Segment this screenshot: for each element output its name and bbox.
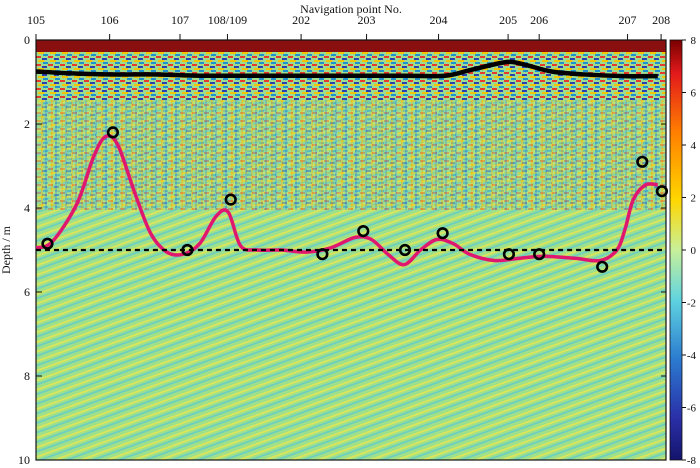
- nav-tick-label: 107: [171, 13, 189, 27]
- nav-tick-label: 106: [101, 13, 119, 27]
- y-tick-label: 6: [24, 285, 30, 299]
- interface-curve: [36, 134, 658, 267]
- colorbar-tick-label: 6: [691, 88, 697, 100]
- colorbar-tick-label: -4: [687, 350, 697, 362]
- marker-circle: [655, 185, 669, 198]
- nav-tick-label: 206: [530, 13, 548, 27]
- marker-layer: [41, 126, 669, 273]
- marker-circle: [636, 155, 649, 168]
- nav-tick-label: 204: [430, 13, 448, 27]
- marker-circle: [106, 126, 120, 139]
- colorbar-tick-label: -2: [687, 298, 696, 310]
- top-axis: 105 106 107 108/109 202 203 204 205 206 207 208: [27, 13, 670, 40]
- marker-circle: [316, 248, 329, 261]
- marker-circle: [398, 243, 412, 257]
- colorbar: [669, 39, 683, 461]
- nav-tick-label: 207: [619, 13, 637, 27]
- nav-tick-label: 205: [499, 13, 517, 27]
- marker-circle: [502, 248, 516, 261]
- nav-tick-label: 105: [27, 13, 45, 27]
- y-tick-label: 10: [18, 453, 30, 467]
- colorbar-tick-label: 8: [691, 35, 697, 47]
- y-tick-label: 2: [24, 117, 30, 131]
- nav-tick-label: 108/109: [208, 13, 247, 27]
- colorbar-tick-label: 4: [691, 140, 697, 152]
- colorbar-tick-label: 2: [691, 193, 697, 205]
- marker-circle: [533, 248, 546, 261]
- marker-circle: [41, 237, 54, 250]
- marker-circle: [596, 260, 609, 273]
- colorbar-axis: 8 6 4 2 0 -2 -4 -6 -8: [682, 35, 697, 467]
- seafloor-line: [36, 59, 658, 79]
- marker-circle: [436, 227, 449, 240]
- marker-circle: [181, 243, 194, 257]
- y-tick-label: 4: [24, 201, 30, 215]
- nav-tick-label: 202: [292, 13, 310, 27]
- nav-tick-label: 208: [652, 13, 670, 27]
- y-tick-label: 0: [24, 33, 30, 47]
- marker-circle: [224, 193, 237, 206]
- series-layer: [36, 59, 666, 267]
- colorbar-tick-label: -6: [687, 403, 697, 415]
- colorbar-tick-label: 0: [691, 245, 697, 257]
- colorbar-tick-label: -8: [687, 455, 697, 467]
- y-axis-label: Depth / m: [0, 225, 13, 274]
- y-tick-label: 8: [24, 369, 30, 383]
- top-axis-label: Navigation point No.: [300, 2, 402, 16]
- marker-circle: [357, 225, 370, 238]
- nav-tick-label: 203: [358, 13, 376, 27]
- y-axis: 0 2 4 6 8 10: [18, 33, 666, 467]
